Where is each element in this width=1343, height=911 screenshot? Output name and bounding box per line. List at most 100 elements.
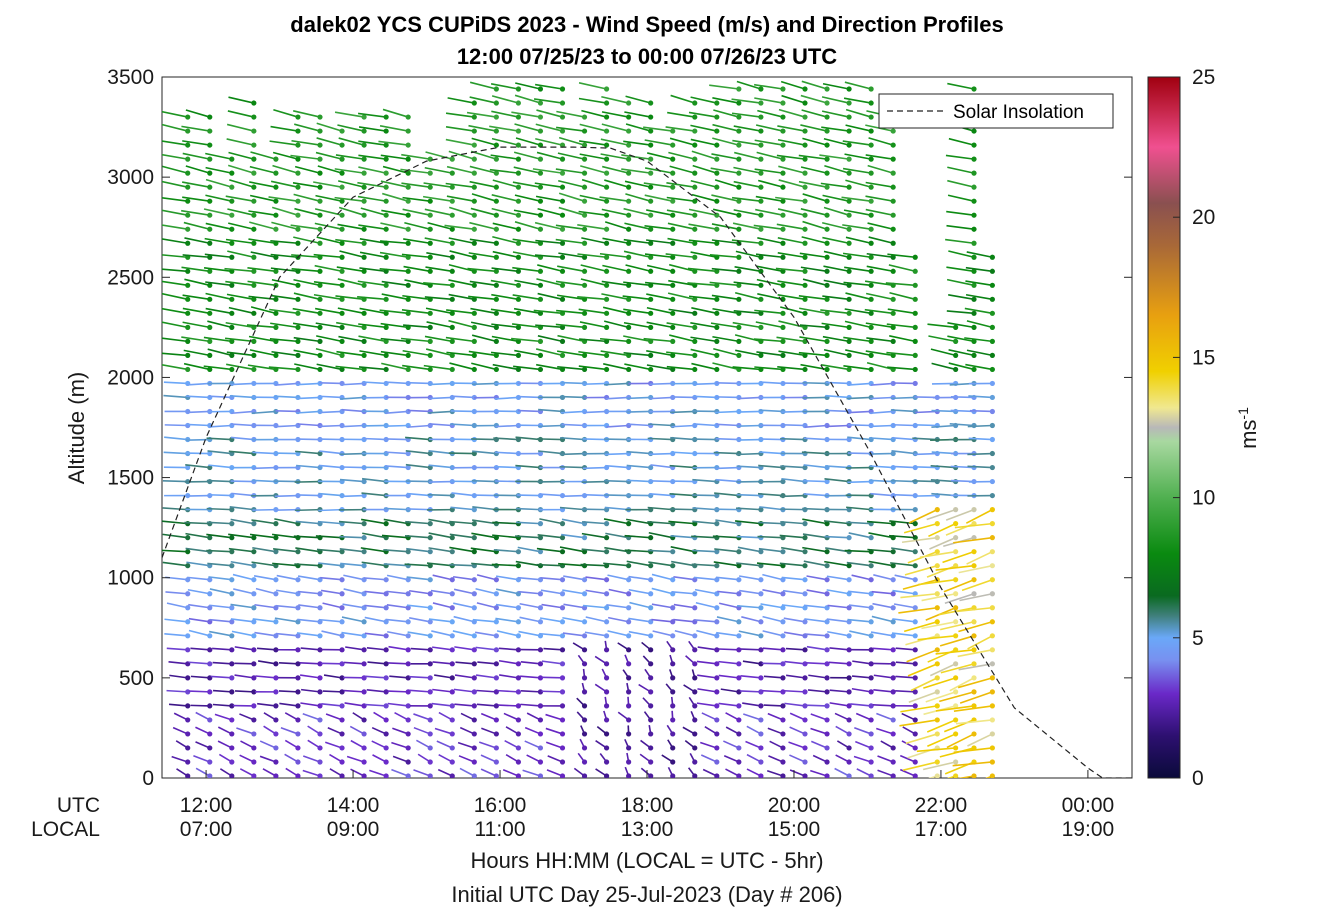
wind-point [989,436,995,443]
wind-point [229,184,235,190]
wind-point [868,142,874,148]
wind-vector [736,438,761,441]
wind-vector [602,306,629,315]
wind-vector [887,366,916,371]
wind-point [361,591,367,597]
wind-vector [625,193,651,202]
wind-vector [712,97,740,104]
wind-vector [868,560,894,567]
wind-vector [643,126,673,132]
wind-vector [228,306,255,315]
wind-point [736,268,742,274]
wind-vector [249,533,277,539]
wind-vector [513,151,541,160]
wind-vector [624,549,651,553]
wind-vector [608,616,629,623]
wind-vector [946,775,956,778]
wind-point [670,254,676,260]
wind-point [626,773,632,778]
wind-point [648,731,654,737]
wind-point [934,591,940,597]
wind-point [251,268,257,274]
wind-vector [184,237,210,245]
wind-point [912,577,918,583]
wind-vector [946,310,975,315]
wind-vector [668,308,695,315]
wind-vector [246,324,276,329]
wind-vector [208,424,232,428]
wind-vector [561,518,585,525]
wind-vector [430,589,453,595]
wind-point [317,745,323,751]
wind-vector [855,740,872,749]
wind-vector [316,548,343,553]
wind-point [471,731,477,737]
wind-vector [300,647,321,651]
wind-vector [386,604,409,609]
wind-point [405,352,411,358]
wind-point [868,86,874,92]
wind-point [824,408,830,415]
wind-vector [781,477,806,483]
wind-point [317,282,323,288]
wind-vector [492,235,519,245]
wind-vector [269,308,299,315]
wind-point [758,212,764,218]
wind-vector [496,630,519,637]
wind-vector [845,124,872,132]
wind-point [493,591,499,597]
wind-vector [295,547,321,553]
wind-vector [230,518,254,525]
wind-point [934,773,940,778]
wind-point [515,170,522,176]
wind-point [934,605,940,611]
wind-point [581,184,588,190]
wind-vector [249,221,277,230]
wind-point [758,100,764,106]
wind-point [626,745,632,751]
wind-vector [851,687,872,693]
wind-point [427,731,433,737]
wind-vector [864,280,894,287]
wind-point [251,549,257,555]
wind-point [229,591,235,597]
wind-vector [754,83,784,90]
wind-vector [759,381,783,385]
wind-point [383,675,389,681]
solar-insolation-line [162,146,1132,778]
wind-vector [890,479,916,483]
wind-vector [802,278,828,287]
wind-vector [669,464,695,469]
wind-vector [380,222,409,230]
wind-vector [669,165,695,174]
wind-vector [669,137,695,146]
wind-point [824,633,830,639]
wind-point [537,338,544,344]
wind-point [251,170,257,176]
wind-vector [466,111,497,118]
wind-point [670,226,676,232]
wind-vector [490,308,519,315]
wind-point [989,380,995,387]
wind-vector [735,250,762,259]
wind-vector [361,477,387,483]
wind-point [185,422,191,429]
wind-point [339,535,345,541]
wind-point [780,731,786,737]
colorbar-tick-label: 15 [1192,346,1215,369]
wind-vector [342,603,365,609]
wind-vector [428,618,453,623]
wind-point [427,605,433,611]
wind-vector [492,179,519,188]
wind-vector [954,522,993,529]
wind-vector [625,95,651,104]
wind-point [383,352,389,358]
wind-point [229,619,235,625]
wind-point [824,198,830,204]
wind-point [185,633,191,639]
wind-vector [358,335,387,343]
y-axis-label: Altitude (m) [64,372,89,484]
wind-point [405,240,411,246]
wind-vector [668,520,695,525]
wind-vector [716,423,739,427]
